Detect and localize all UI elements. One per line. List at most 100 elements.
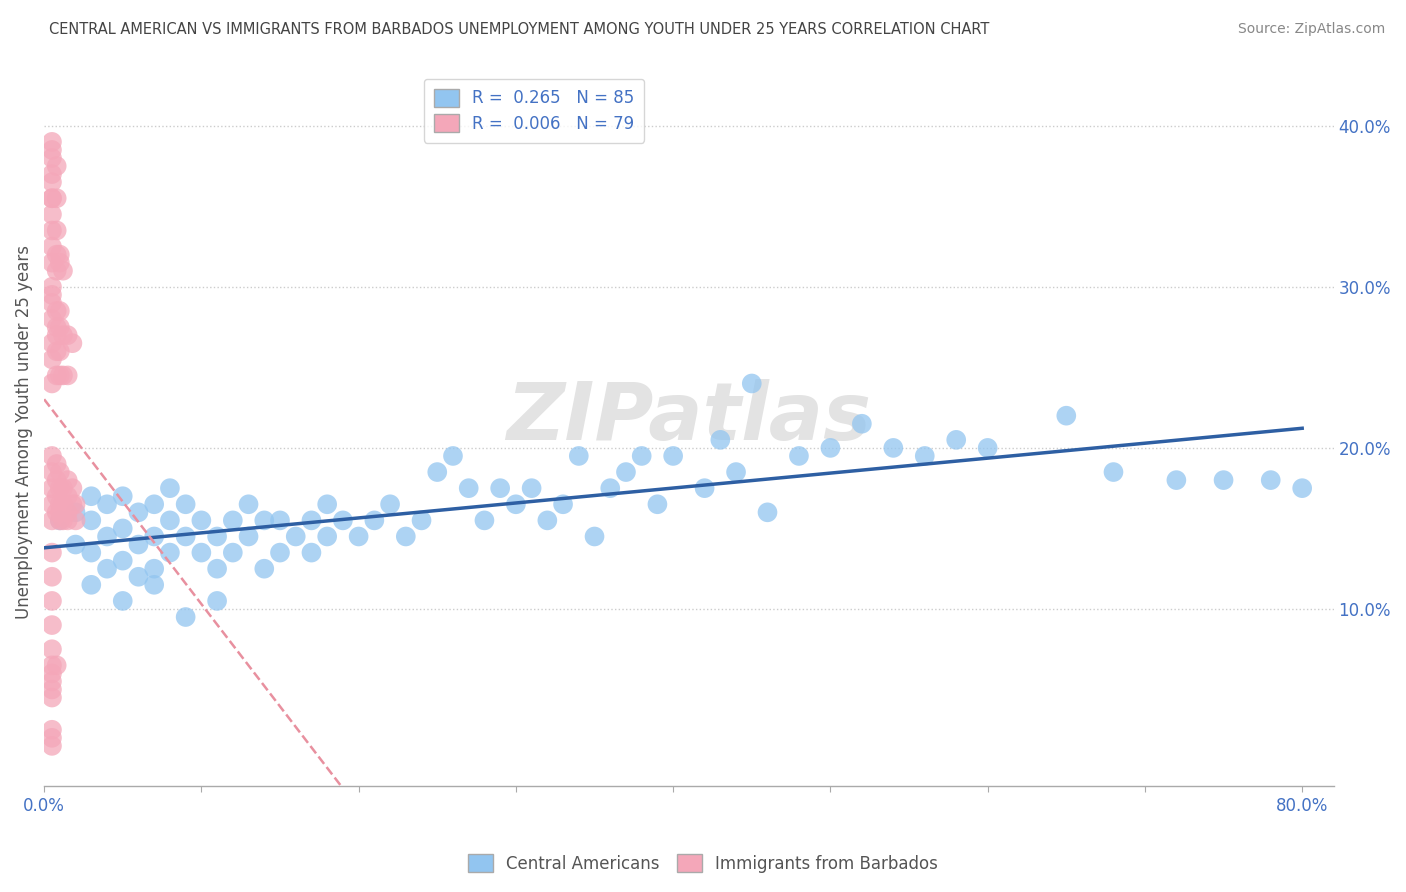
Point — [56, 473, 79, 487]
Point — [395, 529, 418, 543]
Point — [41, 135, 63, 149]
Point — [599, 481, 621, 495]
Text: Source: ZipAtlas.com: Source: ZipAtlas.com — [1237, 22, 1385, 37]
Point — [45, 320, 67, 334]
Point — [630, 449, 652, 463]
Point — [49, 497, 72, 511]
Point — [1260, 473, 1282, 487]
Point — [159, 545, 181, 559]
Point — [1054, 409, 1077, 423]
Point — [378, 497, 401, 511]
Point — [45, 328, 67, 343]
Point — [62, 497, 84, 511]
Point — [190, 545, 212, 559]
Point — [41, 280, 63, 294]
Point — [45, 159, 67, 173]
Point — [143, 562, 166, 576]
Point — [347, 529, 370, 543]
Point — [1212, 473, 1234, 487]
Point — [52, 497, 75, 511]
Point — [238, 497, 260, 511]
Point — [49, 320, 72, 334]
Point — [725, 465, 748, 479]
Point — [253, 562, 276, 576]
Point — [41, 513, 63, 527]
Point — [49, 505, 72, 519]
Point — [222, 545, 245, 559]
Text: CENTRAL AMERICAN VS IMMIGRANTS FROM BARBADOS UNEMPLOYMENT AMONG YOUTH UNDER 25 Y: CENTRAL AMERICAN VS IMMIGRANTS FROM BARB… — [49, 22, 990, 37]
Point — [143, 529, 166, 543]
Point — [1166, 473, 1188, 487]
Point — [41, 674, 63, 689]
Point — [709, 433, 731, 447]
Point — [41, 545, 63, 559]
Point — [56, 368, 79, 383]
Point — [41, 167, 63, 181]
Point — [520, 481, 543, 495]
Text: ZIPatlas: ZIPatlas — [506, 378, 872, 457]
Point — [49, 368, 72, 383]
Legend: R =  0.265   N = 85, R =  0.006   N = 79: R = 0.265 N = 85, R = 0.006 N = 79 — [423, 78, 644, 143]
Point — [238, 529, 260, 543]
Point — [49, 465, 72, 479]
Point — [56, 505, 79, 519]
Point — [551, 497, 574, 511]
Point — [1102, 465, 1125, 479]
Point — [205, 594, 228, 608]
Point — [41, 312, 63, 326]
Point — [41, 497, 63, 511]
Point — [80, 513, 103, 527]
Point — [756, 505, 779, 519]
Point — [205, 562, 228, 576]
Point — [80, 545, 103, 559]
Point — [49, 513, 72, 527]
Point — [65, 497, 87, 511]
Point — [52, 513, 75, 527]
Point — [127, 570, 149, 584]
Point — [52, 481, 75, 495]
Point — [127, 537, 149, 551]
Point — [41, 666, 63, 681]
Point — [41, 143, 63, 157]
Point — [316, 529, 339, 543]
Point — [190, 513, 212, 527]
Point — [80, 578, 103, 592]
Point — [741, 376, 763, 391]
Point — [41, 682, 63, 697]
Point — [45, 368, 67, 383]
Point — [52, 328, 75, 343]
Point — [457, 481, 479, 495]
Point — [41, 465, 63, 479]
Point — [41, 191, 63, 205]
Point — [41, 570, 63, 584]
Point — [45, 473, 67, 487]
Point — [41, 296, 63, 310]
Point — [159, 513, 181, 527]
Point — [80, 489, 103, 503]
Point — [96, 497, 118, 511]
Point — [41, 594, 63, 608]
Point — [205, 529, 228, 543]
Point — [426, 465, 449, 479]
Point — [1291, 481, 1313, 495]
Point — [65, 513, 87, 527]
Point — [253, 513, 276, 527]
Point — [474, 513, 496, 527]
Point — [301, 513, 323, 527]
Point — [536, 513, 558, 527]
Point — [41, 481, 63, 495]
Point — [45, 457, 67, 471]
Point — [662, 449, 685, 463]
Point — [41, 255, 63, 269]
Point — [143, 497, 166, 511]
Point — [41, 618, 63, 632]
Legend: Central Americans, Immigrants from Barbados: Central Americans, Immigrants from Barba… — [461, 847, 945, 880]
Point — [45, 304, 67, 318]
Point — [49, 344, 72, 359]
Point — [45, 191, 67, 205]
Point — [56, 513, 79, 527]
Point — [269, 513, 291, 527]
Point — [45, 247, 67, 261]
Point — [41, 191, 63, 205]
Point — [316, 497, 339, 511]
